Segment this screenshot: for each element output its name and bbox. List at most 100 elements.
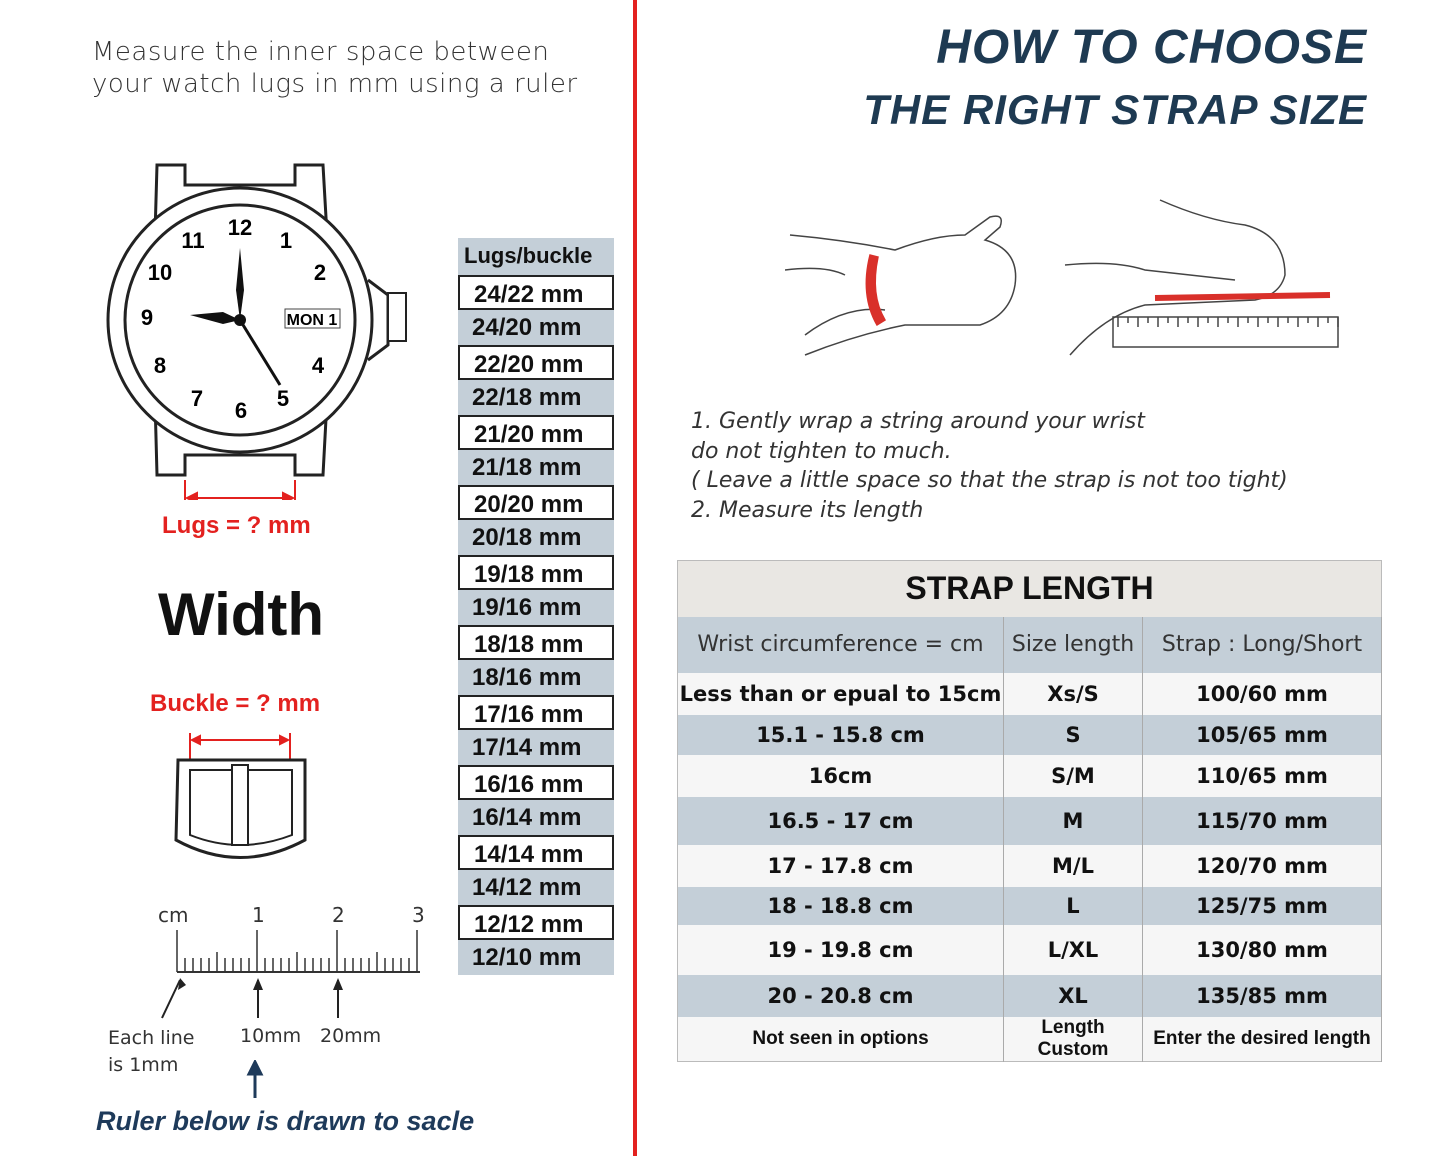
wrist-cell: 16cm [677,754,1004,797]
ruler-tick-label: 3 [412,903,425,927]
strap-cell: 110/65 mm [1142,754,1382,797]
width-heading: Width [158,581,325,648]
ruler-scale-note: Ruler below is drawn to sacle [96,1106,475,1136]
ruler-tick-label: 2 [332,903,345,927]
watch-number: 6 [235,398,247,423]
arrow-up-icon [246,1060,264,1098]
wrist-cell: 20 - 20.8 cm [677,974,1004,1017]
lugs-table-row: 12/12 mm [458,905,614,940]
strap-cell: 120/70 mm [1142,844,1382,887]
size-cell: XL [1003,974,1143,1017]
each-line-note: Each line is 1mm [108,1025,194,1079]
step-line: do not tighten to much. [691,438,952,464]
divider [633,0,637,1156]
lugs-table-header: Lugs/buckle [458,238,614,275]
wrist-cell: 17 - 17.8 cm [677,844,1004,887]
column-header: Wrist circumference = cm [677,616,1004,673]
lugs-table-row: 20/20 mm [458,485,614,520]
size-cell: Xs/S [1003,672,1143,715]
page-subtitle: THE RIGHT STRAP SIZE [863,86,1367,133]
lugs-table-row: 18/18 mm [458,625,614,660]
measure-steps: 1. Gently wrap a string around your wris… [691,407,1288,525]
lugs-table-row: 24/22 mm [458,275,614,310]
lugs-table-row: 24/20 mm [458,310,614,345]
watch-number: 4 [312,353,325,378]
strap-cell: 130/80 mm [1142,924,1382,975]
lugs-table-row: 18/16 mm [458,660,614,695]
lugs-table-row: 17/14 mm [458,730,614,765]
lugs-table-row: 20/18 mm [458,520,614,555]
strap-table-row: 15.1 - 15.8 cm S 105/65 mm [677,714,1382,755]
lugs-table-row: 19/18 mm [458,555,614,590]
strap-table-row: 19 - 19.8 cm L/XL 130/80 mm [677,924,1382,975]
size-cell: S [1003,714,1143,755]
ruler-illustration: cm 1 2 3 [158,903,425,1019]
strap-cell: 100/60 mm [1142,672,1382,715]
wrist-cell: Less than or epual to 15cm [677,672,1004,715]
watch-number: 11 [181,228,204,253]
step-line: 1. Gently wrap a string around your wris… [691,409,1145,434]
page-title: HOW TO CHOOSE [936,21,1367,74]
note-20mm: 20mm [320,1025,382,1047]
lugs-table-row: 14/14 mm [458,835,614,870]
wrist-measure-illustration [785,199,1339,356]
lugs-table-row: 19/16 mm [458,590,614,625]
lugs-label: Lugs = ? mm [162,512,311,539]
strap-cell: 135/85 mm [1142,974,1382,1017]
ruler-unit: cm [158,903,188,927]
watch-number: 2 [314,260,326,285]
lugs-table-row: 14/12 mm [458,870,614,905]
strap-cell: 105/65 mm [1142,714,1382,755]
ruler-tick-label: 1 [252,903,265,927]
watch-number: 10 [148,260,172,285]
wrist-cell: 18 - 18.8 cm [677,886,1004,925]
lugs-table-row: 22/20 mm [458,345,614,380]
buckle-label: Buckle = ? mm [150,690,321,717]
wrist-cell: 16.5 - 17 cm [677,796,1004,845]
step-line: ( Leave a little space so that the strap… [691,468,1288,493]
lugs-table-row: 21/18 mm [458,450,614,485]
strap-table-row: Less than or epual to 15cm Xs/S 100/60 mm [677,672,1382,715]
strap-cell: Enter the desired length [1142,1016,1382,1061]
wrist-cell: Not seen in options [677,1016,1004,1061]
lugs-table-row: 16/14 mm [458,800,614,835]
wrist-cell: 15.1 - 15.8 cm [677,714,1004,755]
size-cell: L [1003,886,1143,925]
strap-table-row: Not seen in options Length Custom Enter th… [677,1016,1382,1061]
strap-length-table: STRAP LENGTH Wrist circumference = cm Si… [677,560,1382,1062]
wrist-cell: 19 - 19.8 cm [677,924,1004,975]
watch-number: 1 [280,228,292,253]
strap-table-caption: STRAP LENGTH [677,560,1382,617]
size-cell: M [1003,796,1143,845]
strap-table-row: 16.5 - 17 cm M 115/70 mm [677,796,1382,845]
lugs-table-row: 12/10 mm [458,940,614,975]
buckle-illustration [174,733,307,859]
watch-number: 5 [277,386,289,411]
note-10mm: 10mm [240,1025,302,1047]
size-cell: L/XL [1003,924,1143,975]
intro-text: Measure the inner space between your wat… [92,36,578,100]
size-cell: M/L [1003,844,1143,887]
watch-number: 12 [228,215,252,240]
size-cell: Length Custom [1003,1016,1143,1061]
watch-illustration: 12 1 2 4 5 6 7 8 9 10 11 MON 1 [106,163,407,500]
strap-table-row: 20 - 20.8 cm XL 135/85 mm [677,974,1382,1017]
lugs-table-row: 16/16 mm [458,765,614,800]
intro-line: your watch lugs in mm using a ruler [92,69,578,99]
lugs-buckle-table: Lugs/buckle 24/22 mm 24/20 mm 22/20 mm 22/1… [458,238,614,975]
note-line: is 1mm [108,1054,179,1076]
strap-cell: 125/75 mm [1142,886,1382,925]
lugs-table-row: 17/16 mm [458,695,614,730]
lugs-table-row: 21/20 mm [458,415,614,450]
note-line: Each line [108,1027,195,1049]
strap-table-row: 16cm S/M 110/65 mm [677,754,1382,797]
date-window: MON 1 [287,312,338,329]
strap-table-row: 18 - 18.8 cm L 125/75 mm [677,886,1382,925]
watch-number: 8 [154,353,166,378]
watch-number: 9 [141,305,153,330]
strap-cell: 115/70 mm [1142,796,1382,845]
column-header: Strap : Long/Short [1142,616,1382,673]
size-cell: S/M [1003,754,1143,797]
watch-number: 7 [191,386,203,411]
lugs-table-row: 22/18 mm [458,380,614,415]
